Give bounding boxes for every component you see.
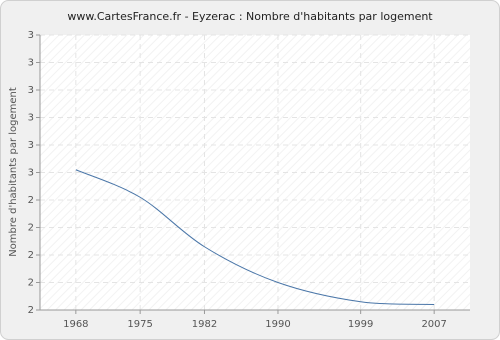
- y-tick-label: 2: [28, 250, 34, 261]
- y-tick-label: 3: [28, 30, 34, 41]
- y-tick-label: 2: [28, 195, 34, 206]
- y-tick-label: 2: [28, 223, 34, 234]
- chart-title: www.CartesFrance.fr - Eyzerac : Nombre d…: [67, 10, 433, 23]
- y-tick-label: 2: [28, 305, 34, 316]
- x-tick-label: 1975: [127, 319, 152, 330]
- y-tick-label: 3: [28, 58, 34, 69]
- y-tick-label: 3: [28, 168, 34, 179]
- y-tick-label: 2: [28, 278, 34, 289]
- y-tick-label: 3: [28, 85, 34, 96]
- plot-hatch: [40, 35, 470, 310]
- x-tick-label: 2007: [421, 319, 446, 330]
- line: [75, 169, 435, 305]
- x-tick-label: 1990: [265, 319, 290, 330]
- x-tick-label: 1982: [192, 319, 217, 330]
- y-tick-label: 3: [28, 113, 34, 124]
- y-axis-label: Nombre d'habitants par logement: [8, 87, 19, 257]
- x-tick-label: 1999: [348, 319, 373, 330]
- y-tick-label: 3: [28, 140, 34, 151]
- x-tick-label: 1968: [63, 319, 88, 330]
